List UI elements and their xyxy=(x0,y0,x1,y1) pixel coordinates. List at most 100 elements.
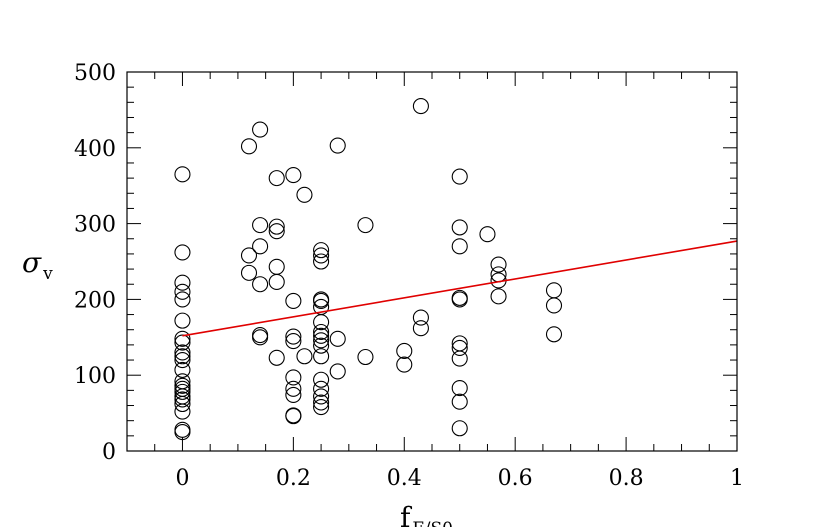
x-axis-label: fE/S0 xyxy=(400,501,453,527)
data-point xyxy=(285,333,302,350)
data-point xyxy=(313,323,330,341)
x-tick-labels: 0 0.2 0.4 0.6 0.8 1 xyxy=(175,466,744,491)
data-point xyxy=(285,369,302,386)
y-tick-label: 300 xyxy=(74,213,116,238)
data-point xyxy=(174,330,191,347)
data-point xyxy=(174,312,191,329)
y-tick-label: 400 xyxy=(74,137,116,162)
data-point xyxy=(451,420,468,437)
data-point xyxy=(412,309,429,326)
data-point xyxy=(479,226,496,243)
data-point xyxy=(268,218,285,235)
data-point xyxy=(313,398,330,416)
data-point xyxy=(296,186,313,203)
data-point xyxy=(285,328,302,345)
data-point xyxy=(252,121,269,138)
data-point xyxy=(285,380,302,397)
data-point xyxy=(174,348,191,365)
data-point xyxy=(451,380,468,397)
data-point xyxy=(357,348,374,366)
data-point xyxy=(285,386,302,403)
data-point xyxy=(240,138,258,155)
data-point xyxy=(174,344,191,361)
data-point xyxy=(451,335,468,352)
x-tick-label: 0.6 xyxy=(498,466,533,491)
data-point xyxy=(285,292,302,309)
data-point xyxy=(174,403,191,420)
data-point xyxy=(240,247,258,264)
data-point xyxy=(490,288,507,305)
data-point xyxy=(268,349,285,366)
data-point xyxy=(174,351,191,369)
data-point xyxy=(451,350,468,367)
data-point xyxy=(313,371,330,388)
data-point xyxy=(490,256,507,273)
data-point xyxy=(313,292,330,309)
data-point xyxy=(174,244,191,261)
data-point xyxy=(268,273,285,291)
data-point xyxy=(313,348,330,365)
y-tick-label: 0 xyxy=(102,440,116,465)
data-point xyxy=(252,329,269,346)
data-point xyxy=(329,137,346,154)
data-point xyxy=(451,168,468,185)
data-point xyxy=(174,391,191,408)
y-tick-label: 200 xyxy=(74,288,116,313)
data-point xyxy=(174,377,191,394)
y-tick-label: 100 xyxy=(74,364,116,389)
fit-line xyxy=(182,240,738,337)
plot-frame xyxy=(126,71,738,452)
data-point xyxy=(174,383,191,400)
x-tick-label: 0.2 xyxy=(276,466,311,491)
data-point xyxy=(545,326,563,343)
data-point xyxy=(313,380,330,397)
y-axis-label-main: σ xyxy=(22,246,42,279)
data-point xyxy=(285,167,302,184)
data-point xyxy=(252,217,269,234)
x-axis-label-sub: E/S0 xyxy=(412,519,453,527)
data-point xyxy=(451,339,468,356)
data-point xyxy=(174,274,191,291)
data-point xyxy=(252,276,269,293)
data-point xyxy=(313,253,330,270)
data-point xyxy=(313,388,330,405)
data-point xyxy=(285,408,302,425)
data-point xyxy=(545,297,563,314)
x-tick-label: 0.4 xyxy=(387,466,422,491)
y-tick-labels: 0 100 200 300 400 500 xyxy=(74,61,116,465)
data-point xyxy=(174,291,191,308)
y-tick-label: 500 xyxy=(74,61,116,86)
data-point xyxy=(396,356,413,373)
x-tick-label: 0 xyxy=(175,466,189,491)
data-point xyxy=(313,314,330,331)
data-point xyxy=(268,258,285,275)
data-point xyxy=(412,98,429,115)
data-point xyxy=(313,247,330,264)
data-points xyxy=(174,98,563,441)
data-point xyxy=(329,363,346,380)
data-point xyxy=(174,166,191,183)
data-point xyxy=(268,170,285,187)
data-point xyxy=(252,238,269,255)
x-tick-label: 1 xyxy=(730,466,744,491)
data-point xyxy=(174,283,191,300)
data-point xyxy=(451,291,468,308)
data-point xyxy=(313,332,330,349)
data-point xyxy=(329,330,346,347)
x-axis-label-main: f xyxy=(400,501,413,527)
data-point xyxy=(296,348,313,365)
data-point xyxy=(451,219,468,236)
data-point xyxy=(451,289,468,306)
data-point xyxy=(313,394,330,411)
data-point xyxy=(313,242,330,259)
data-point xyxy=(240,264,258,281)
data-point xyxy=(174,395,191,413)
data-point xyxy=(545,282,563,299)
data-point xyxy=(268,223,285,240)
data-point xyxy=(396,342,413,359)
axis-ticks xyxy=(126,71,738,452)
data-point xyxy=(451,393,468,410)
data-point xyxy=(412,320,429,337)
